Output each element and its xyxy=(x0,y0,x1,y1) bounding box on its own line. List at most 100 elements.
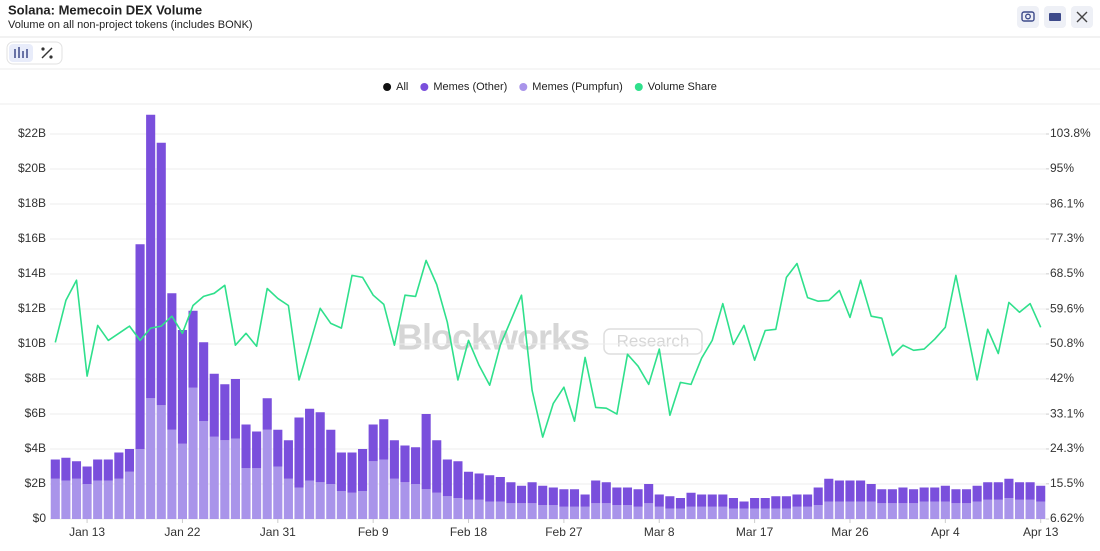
bar xyxy=(877,489,887,504)
bar xyxy=(983,482,993,500)
bar xyxy=(527,482,537,504)
line-series xyxy=(54,259,1042,438)
bar xyxy=(453,461,463,498)
watermark: Blockworks xyxy=(397,317,589,358)
bar xyxy=(697,506,707,519)
bar xyxy=(262,398,272,430)
bar xyxy=(527,503,537,519)
bar xyxy=(908,503,919,519)
bar xyxy=(866,484,876,502)
bar xyxy=(220,384,230,441)
camera-button[interactable] xyxy=(1017,6,1039,28)
x-tick-label: Apr 13 xyxy=(1023,525,1059,539)
bar xyxy=(230,379,240,439)
bar xyxy=(124,449,135,472)
bar xyxy=(813,487,823,505)
bar xyxy=(686,492,696,507)
y2-tick-label: 6.62% xyxy=(1050,511,1084,525)
bar xyxy=(601,503,611,519)
bar xyxy=(824,478,834,502)
bar xyxy=(845,501,855,519)
legend-marker xyxy=(519,83,528,91)
bar xyxy=(209,436,219,519)
camera-icon xyxy=(1021,11,1035,22)
bar xyxy=(432,440,442,493)
bar xyxy=(61,480,71,519)
bar xyxy=(675,508,686,519)
bar xyxy=(103,480,113,519)
legend-marker xyxy=(383,83,392,91)
bar xyxy=(728,508,738,519)
bar xyxy=(961,503,972,519)
bar xyxy=(760,498,770,509)
x-tick-label: Mar 17 xyxy=(736,525,774,539)
y2-tick-label: 68.5% xyxy=(1050,266,1084,280)
bar xyxy=(421,489,431,519)
bar xyxy=(167,293,177,430)
bar xyxy=(71,461,82,479)
bar xyxy=(993,499,1003,519)
bar xyxy=(1014,482,1025,500)
bar xyxy=(538,505,548,519)
bar xyxy=(495,477,505,502)
bar xyxy=(856,501,866,519)
bar xyxy=(146,398,156,519)
bar xyxy=(1025,482,1035,500)
y-tick-label: $14B xyxy=(18,266,46,280)
bar xyxy=(389,440,399,479)
bar xyxy=(50,478,60,519)
bar xyxy=(347,452,357,493)
bar xyxy=(961,489,972,504)
bar xyxy=(506,482,516,504)
bar xyxy=(930,487,940,502)
bar xyxy=(283,440,293,479)
bar xyxy=(887,503,897,519)
bar xyxy=(410,447,421,484)
chart-title: Solana: Memecoin DEX Volume xyxy=(8,2,202,17)
y-tick-label: $18B xyxy=(18,196,46,210)
y-tick-label: $2B xyxy=(25,476,46,490)
bar xyxy=(230,438,240,519)
x-tick-label: Feb 9 xyxy=(358,525,389,539)
bar-view-button[interactable] xyxy=(9,44,33,62)
bar xyxy=(633,489,643,507)
bar xyxy=(675,498,686,509)
bar xyxy=(569,506,580,519)
bar xyxy=(739,508,749,519)
bar xyxy=(114,478,124,519)
bar xyxy=(792,506,802,519)
bar xyxy=(633,506,643,519)
bar xyxy=(241,424,251,469)
bar xyxy=(580,506,590,519)
bar xyxy=(707,494,717,507)
toolbar xyxy=(1017,6,1093,28)
bar xyxy=(368,424,378,462)
bar xyxy=(516,485,527,504)
bar xyxy=(326,429,336,484)
bar xyxy=(379,459,389,519)
y2-tick-label: 103.8% xyxy=(1050,126,1091,140)
bar xyxy=(273,466,283,519)
bar xyxy=(548,505,558,519)
bar xyxy=(834,480,844,502)
percent-icon xyxy=(41,47,53,59)
bar xyxy=(750,498,760,509)
bar xyxy=(347,492,357,519)
x-tick-label: Jan 31 xyxy=(260,525,296,539)
bar xyxy=(442,496,452,519)
legend: All Memes (Other) Memes (Pumpfun) Volume Sh… xyxy=(383,81,717,93)
bar xyxy=(538,485,548,505)
legend-label: All xyxy=(396,81,408,93)
bar xyxy=(739,501,749,509)
watermark: Research xyxy=(617,331,690,350)
bar xyxy=(559,506,569,519)
y2-tick-label: 24.3% xyxy=(1050,441,1084,455)
y-tick-label: $0 xyxy=(33,511,47,525)
bar xyxy=(50,459,60,479)
bar xyxy=(400,445,410,483)
bar xyxy=(305,480,315,519)
bar xyxy=(972,501,982,519)
bar xyxy=(485,501,495,519)
